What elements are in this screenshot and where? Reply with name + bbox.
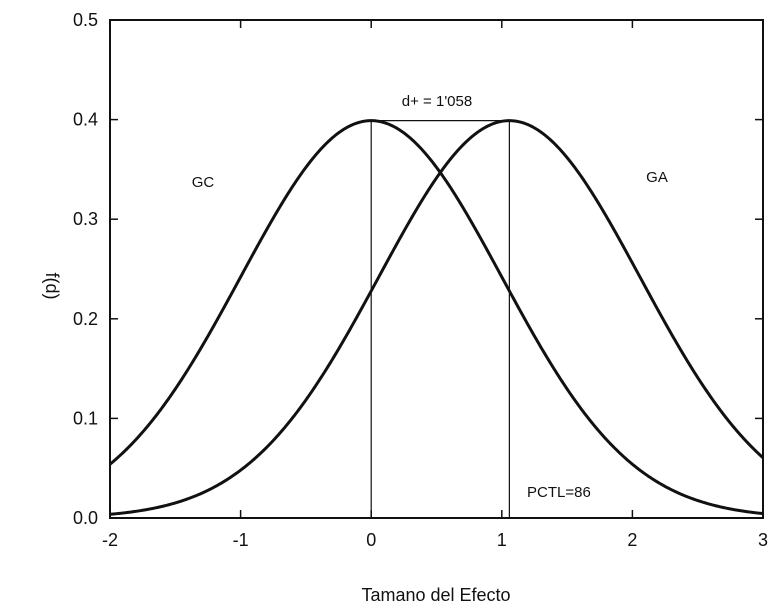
y-tick-label: 0.4 [73, 110, 98, 130]
percentile-annotation: PCTL=86 [527, 484, 591, 501]
effect-size-annotation: d+ = 1'058 [402, 93, 472, 110]
y-tick-label: 0.0 [73, 508, 98, 528]
x-tick-label: 2 [627, 530, 637, 550]
reference-lines [370, 119, 510, 518]
x-tick-label: -2 [102, 530, 118, 550]
y-axis-title: f(d) [42, 273, 62, 300]
axis-ticks [109, 19, 764, 519]
y-tick-label: 0.1 [73, 408, 98, 428]
plot-frame [109, 19, 764, 519]
x-tick-label: 1 [497, 530, 507, 550]
x-tick-label: 3 [758, 530, 768, 550]
gc-series-label: GC [192, 174, 215, 191]
ga-series-label: GA [646, 169, 668, 186]
series-line-gc [109, 119, 764, 516]
y-tick-label: 0.2 [73, 309, 98, 329]
x-tick-label: 0 [366, 530, 376, 550]
y-tick-label: 0.3 [73, 209, 98, 229]
x-tick-label: -1 [233, 530, 249, 550]
y-tick-label: 0.5 [73, 10, 98, 30]
y-tick-labels: 0.0 0.1 0.2 0.3 0.4 0.5 [73, 10, 98, 528]
series-line-ga [109, 119, 765, 516]
series-curves [109, 119, 765, 516]
x-axis-title: Tamano del Efecto [361, 585, 510, 605]
x-tick-labels: -2 -1 0 1 2 3 [102, 530, 768, 550]
